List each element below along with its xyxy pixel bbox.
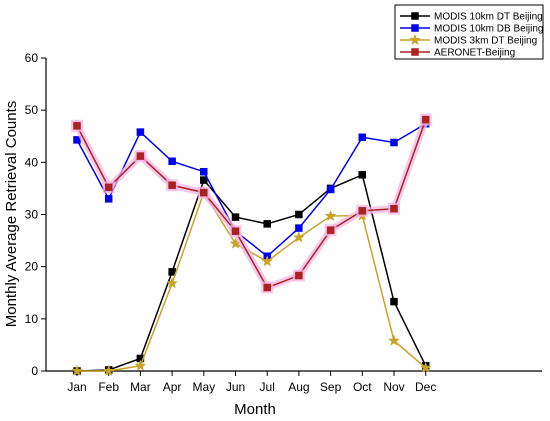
y-tick-label: 60 (25, 51, 39, 65)
data-point (390, 138, 398, 147)
x-tick-label: Mar (130, 380, 151, 394)
data-point (390, 297, 398, 306)
legend-marker (411, 48, 419, 56)
data-point (71, 364, 83, 377)
data-point (358, 207, 367, 215)
legend-box (394, 4, 544, 60)
x-tick-label: Sep (320, 380, 342, 394)
data-point (102, 364, 115, 377)
y-tick-label: 30 (25, 208, 39, 222)
data-point (73, 122, 81, 130)
x-tick-label: Jul (260, 380, 275, 394)
data-point (326, 226, 335, 234)
y-ticks: 0 10 20 30 40 50 60 (25, 51, 46, 378)
x-tick-label: May (192, 380, 215, 394)
data-point (261, 255, 274, 267)
x-tick-label: Oct (353, 380, 372, 394)
data-point (292, 231, 305, 243)
data-point (200, 167, 208, 176)
x-tick-label: Nov (383, 380, 404, 394)
series-4 (71, 113, 432, 294)
legend-label: AERONET-Beijing (434, 48, 515, 59)
data-point (295, 224, 303, 232)
data-point (388, 334, 400, 346)
x-tick-label: Dec (415, 380, 436, 394)
legend-item: MODIS 10km DB Beijing (400, 24, 543, 35)
data-point (168, 181, 176, 190)
x-axis-title: Month (234, 401, 276, 418)
data-point (168, 157, 176, 166)
data-point (200, 188, 208, 197)
legend-item: AERONET-Beijing (400, 48, 515, 59)
legend-label: MODIS 10km DB Beijing (434, 24, 543, 35)
y-tick-label: 20 (25, 260, 39, 274)
x-tick-label: Aug (288, 380, 309, 394)
data-point (263, 220, 271, 228)
y-axis-title: Monthly Average Retrieval Counts (3, 101, 20, 328)
legend-marker (411, 12, 419, 20)
data-point (166, 277, 179, 289)
data-point (324, 209, 337, 222)
legend-label: MODIS 10km DT Beijing (434, 12, 543, 23)
data-point (104, 195, 113, 203)
data-point (200, 176, 208, 184)
y-tick-label: 0 (31, 364, 38, 378)
data-point (231, 227, 240, 235)
data-point (104, 183, 113, 192)
data-point (295, 210, 303, 219)
data-point (419, 361, 432, 373)
data-point (358, 133, 367, 142)
data-point (358, 171, 367, 179)
plot-area (45, 58, 542, 372)
series-line (76, 123, 427, 258)
legend-item: MODIS 3km DT Beijing (400, 33, 537, 47)
x-tick-label: Jan (67, 380, 86, 394)
data-point (136, 128, 145, 136)
data-point (421, 115, 430, 124)
series-2 (73, 119, 430, 260)
data-point (136, 152, 145, 160)
x-tick-label: Feb (98, 380, 119, 394)
legend-marker (411, 24, 419, 32)
legend-marker (409, 33, 421, 46)
x-tick-label: Apr (163, 380, 182, 394)
data-point (134, 359, 147, 371)
x-tick-label: Jun (226, 380, 245, 394)
legend-label: MODIS 3km DT Beijing (434, 36, 537, 47)
data-point (295, 271, 303, 280)
y-tick-label: 10 (25, 312, 39, 326)
data-point (231, 213, 240, 221)
series-line (76, 173, 427, 372)
y-tick-label: 50 (25, 103, 39, 117)
series-1 (73, 171, 430, 375)
x-ticks: Jan Feb Mar Apr May Jun Jul Aug Sep Oct Nov Dec (67, 371, 436, 394)
series-layer (71, 113, 432, 377)
data-point (326, 185, 335, 194)
y-tick-label: 40 (25, 155, 39, 169)
data-point (390, 205, 398, 213)
series-3 (71, 186, 432, 377)
data-point (263, 283, 271, 292)
legend-item: MODIS 10km DT Beijing (400, 12, 543, 23)
